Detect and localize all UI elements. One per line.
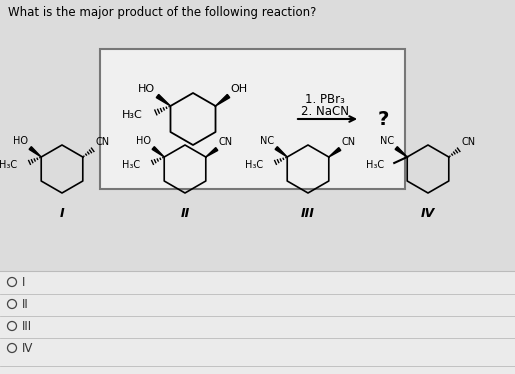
Text: IV: IV bbox=[22, 341, 33, 355]
Text: H₃C: H₃C bbox=[122, 160, 140, 170]
Text: H₃C: H₃C bbox=[366, 160, 384, 170]
Polygon shape bbox=[206, 148, 218, 157]
Text: II: II bbox=[180, 207, 190, 220]
Text: I: I bbox=[22, 276, 25, 288]
Text: H₃C: H₃C bbox=[122, 110, 143, 120]
Text: CN: CN bbox=[219, 137, 233, 147]
Text: IV: IV bbox=[421, 207, 435, 220]
Text: CN: CN bbox=[342, 137, 356, 147]
Polygon shape bbox=[275, 147, 287, 157]
Polygon shape bbox=[395, 147, 407, 157]
FancyBboxPatch shape bbox=[100, 49, 405, 189]
Text: H₃C: H₃C bbox=[245, 160, 263, 170]
Bar bbox=[0, 271, 515, 374]
Text: NC: NC bbox=[260, 136, 274, 146]
Polygon shape bbox=[329, 148, 341, 157]
Text: HO: HO bbox=[136, 136, 151, 146]
Text: ?: ? bbox=[378, 110, 389, 129]
Text: CN: CN bbox=[462, 137, 476, 147]
Polygon shape bbox=[156, 94, 170, 106]
Text: III: III bbox=[22, 319, 32, 332]
Polygon shape bbox=[152, 147, 164, 157]
Text: II: II bbox=[22, 297, 29, 310]
Text: H₃C: H₃C bbox=[0, 160, 17, 170]
Polygon shape bbox=[215, 94, 230, 106]
Text: HO: HO bbox=[139, 84, 156, 94]
Text: HO: HO bbox=[13, 136, 28, 146]
Text: I: I bbox=[60, 207, 64, 220]
Text: CN: CN bbox=[96, 137, 110, 147]
Text: 2. NaCN: 2. NaCN bbox=[301, 105, 349, 118]
Text: What is the major product of the following reaction?: What is the major product of the followi… bbox=[8, 6, 316, 19]
Text: III: III bbox=[301, 207, 315, 220]
Polygon shape bbox=[29, 147, 41, 157]
Text: OH: OH bbox=[231, 84, 248, 94]
Text: 1. PBr₃: 1. PBr₃ bbox=[305, 93, 345, 106]
Text: NC: NC bbox=[380, 136, 394, 146]
